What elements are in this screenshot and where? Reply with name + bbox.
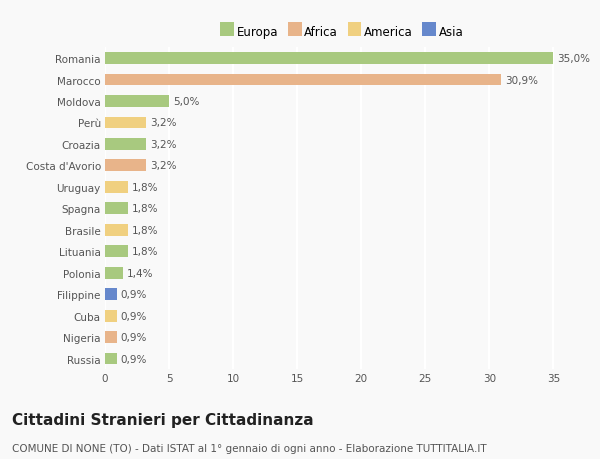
Bar — [105, 139, 146, 151]
Text: 1,8%: 1,8% — [132, 182, 158, 192]
Text: 30,9%: 30,9% — [505, 75, 538, 85]
Text: 35,0%: 35,0% — [557, 54, 590, 64]
Bar — [105, 181, 128, 193]
Text: COMUNE DI NONE (TO) - Dati ISTAT al 1° gennaio di ogni anno - Elaborazione TUTTI: COMUNE DI NONE (TO) - Dati ISTAT al 1° g… — [12, 443, 487, 453]
Bar — [105, 96, 169, 108]
Text: 1,8%: 1,8% — [132, 225, 158, 235]
Text: 3,2%: 3,2% — [150, 140, 176, 150]
Text: 3,2%: 3,2% — [150, 161, 176, 171]
Text: 1,8%: 1,8% — [132, 204, 158, 214]
Text: 0,9%: 0,9% — [121, 290, 147, 300]
Bar — [105, 246, 128, 257]
Bar — [105, 331, 116, 343]
Bar — [105, 267, 123, 279]
Text: 1,4%: 1,4% — [127, 268, 153, 278]
Bar — [105, 289, 116, 300]
Bar — [105, 160, 146, 172]
Bar — [105, 224, 128, 236]
Bar — [105, 74, 501, 86]
Bar — [105, 353, 116, 364]
Text: 3,2%: 3,2% — [150, 118, 176, 128]
Text: 0,9%: 0,9% — [121, 332, 147, 342]
Text: 5,0%: 5,0% — [173, 97, 199, 107]
Bar — [105, 53, 553, 65]
Text: 0,9%: 0,9% — [121, 311, 147, 321]
Bar — [105, 203, 128, 215]
Bar — [105, 118, 146, 129]
Bar — [105, 310, 116, 322]
Legend: Europa, Africa, America, Asia: Europa, Africa, America, Asia — [217, 22, 467, 42]
Text: 1,8%: 1,8% — [132, 246, 158, 257]
Text: Cittadini Stranieri per Cittadinanza: Cittadini Stranieri per Cittadinanza — [12, 413, 314, 428]
Text: 0,9%: 0,9% — [121, 354, 147, 364]
